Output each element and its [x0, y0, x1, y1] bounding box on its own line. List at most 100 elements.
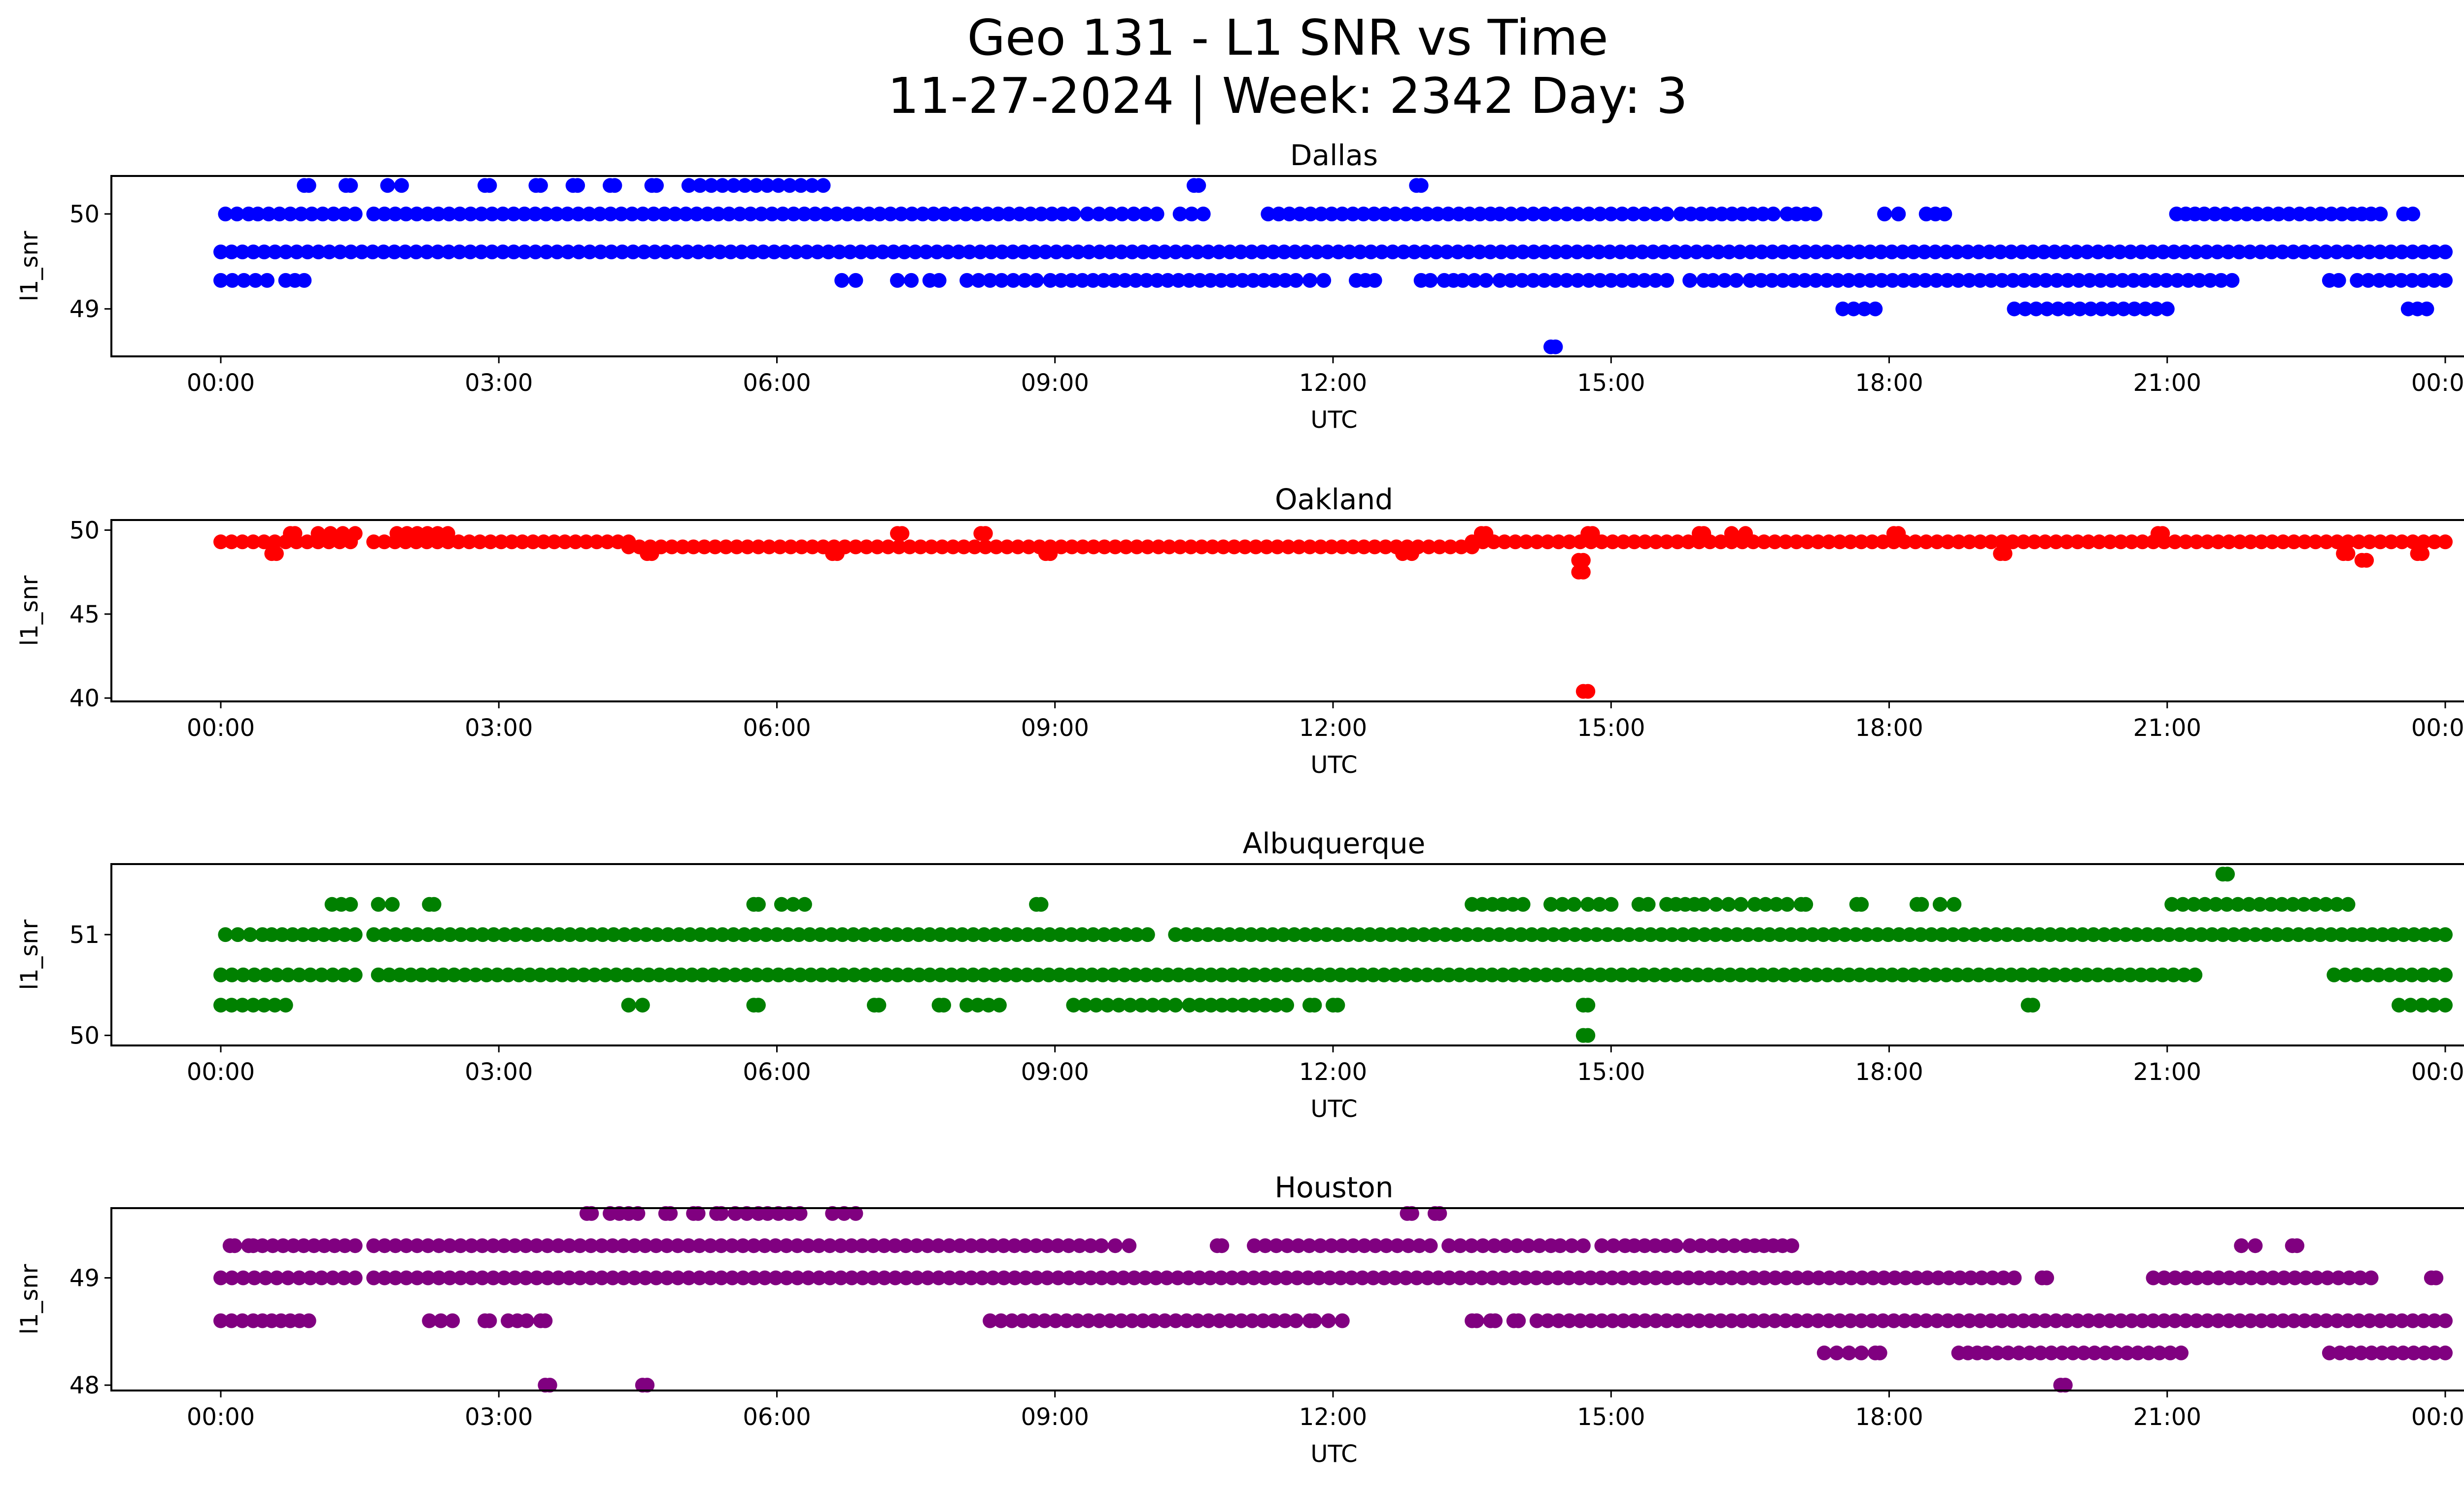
- data-point: [1821, 534, 1837, 550]
- data-point: [1066, 998, 1081, 1013]
- data-point: [1324, 1238, 1339, 1253]
- data-point: [371, 897, 386, 912]
- data-point: [1821, 1313, 1837, 1328]
- data-point: [748, 927, 763, 942]
- data-point: [2415, 998, 2430, 1013]
- data-point: [2232, 1313, 2248, 1328]
- data-point: [797, 207, 812, 222]
- data-point: [2211, 534, 2226, 550]
- x-tick-label: 09:00: [1021, 369, 1089, 397]
- data-point: [2081, 534, 2096, 550]
- data-point: [1768, 1270, 1783, 1286]
- data-point: [1427, 927, 1442, 942]
- data-point: [400, 526, 414, 541]
- data-point: [1135, 244, 1151, 260]
- data-point: [506, 207, 521, 222]
- data-point: [1335, 207, 1350, 222]
- data-point: [2405, 207, 2421, 222]
- data-point: [1877, 207, 1892, 222]
- data-point: [1691, 1313, 1707, 1328]
- y-tick-label: 48: [69, 1372, 100, 1399]
- data-point: [2438, 967, 2453, 982]
- data-point: [1515, 897, 1531, 912]
- data-point: [774, 897, 789, 912]
- data-point: [594, 1270, 610, 1286]
- data-point: [2060, 273, 2075, 288]
- y-tick-label: 45: [69, 601, 100, 628]
- data-point: [1778, 1313, 1793, 1328]
- data-point: [1085, 967, 1099, 982]
- data-point: [1271, 207, 1286, 222]
- data-point: [1461, 244, 1476, 260]
- data-point: [482, 178, 497, 193]
- data-point: [931, 1238, 946, 1253]
- data-point: [2175, 897, 2190, 912]
- data-point: [268, 244, 283, 260]
- data-point: [474, 244, 489, 260]
- data-point: [1492, 273, 1507, 288]
- data-point: [410, 927, 425, 942]
- data-point: [442, 207, 457, 222]
- data-point: [2172, 927, 2188, 942]
- data-point: [1203, 273, 1218, 288]
- data-point: [621, 539, 636, 555]
- data-point: [584, 927, 599, 942]
- data-point: [1658, 1238, 1673, 1253]
- data-point: [540, 1238, 555, 1253]
- data-point: [829, 546, 845, 561]
- data-point: [638, 1238, 653, 1253]
- data-point: [2004, 244, 2019, 260]
- data-point: [1355, 1270, 1370, 1286]
- data-point: [2144, 967, 2159, 982]
- data-point: [627, 1270, 642, 1286]
- data-point: [2017, 273, 2032, 288]
- data-point: [2221, 244, 2236, 260]
- data-point: [1973, 273, 1988, 288]
- data-point: [2120, 1345, 2135, 1360]
- data-point: [1529, 534, 1544, 550]
- data-point: [980, 207, 995, 222]
- data-point: [977, 927, 992, 942]
- data-point: [1854, 1345, 1869, 1360]
- data-point: [1214, 998, 1230, 1013]
- data-point: [1717, 273, 1732, 288]
- data-point: [1379, 1238, 1394, 1253]
- data-point: [1947, 897, 1962, 912]
- data-point: [749, 178, 764, 193]
- data-point: [504, 534, 519, 550]
- data-point: [1007, 1270, 1023, 1286]
- data-point: [1172, 539, 1188, 555]
- x-tick-label: 15:00: [1577, 369, 1645, 397]
- data-point: [2156, 1270, 2172, 1286]
- data-point: [1413, 178, 1429, 193]
- data-point: [1907, 273, 1922, 288]
- data-point: [630, 967, 646, 982]
- data-point: [267, 534, 282, 550]
- data-point: [984, 244, 999, 260]
- x-tick-label: 00:00: [187, 369, 255, 397]
- data-point: [1265, 927, 1280, 942]
- data-point: [1876, 1270, 1891, 1286]
- data-point: [2220, 867, 2235, 882]
- data-point: [1462, 207, 1477, 222]
- data-point: [1780, 897, 1795, 912]
- data-point: [1033, 897, 1049, 912]
- data-point: [468, 967, 483, 982]
- data-point: [2137, 273, 2152, 288]
- data-point: [1407, 244, 1422, 260]
- x-tick-label: 12:00: [1299, 369, 1367, 397]
- data-point: [260, 273, 274, 288]
- data-point: [2427, 927, 2442, 942]
- data-point: [1606, 1238, 1621, 1253]
- data-point: [724, 1270, 740, 1286]
- data-point: [1244, 244, 1259, 260]
- data-point: [1521, 1238, 1536, 1253]
- data-point: [1543, 897, 1558, 912]
- data-point: [1020, 967, 1035, 982]
- data-point: [2064, 927, 2080, 942]
- data-point: [2281, 207, 2296, 222]
- data-point: [1431, 967, 1446, 982]
- x-tick-label: 15:00: [1577, 1058, 1645, 1086]
- data-point: [1667, 244, 1682, 260]
- data-point: [890, 927, 905, 942]
